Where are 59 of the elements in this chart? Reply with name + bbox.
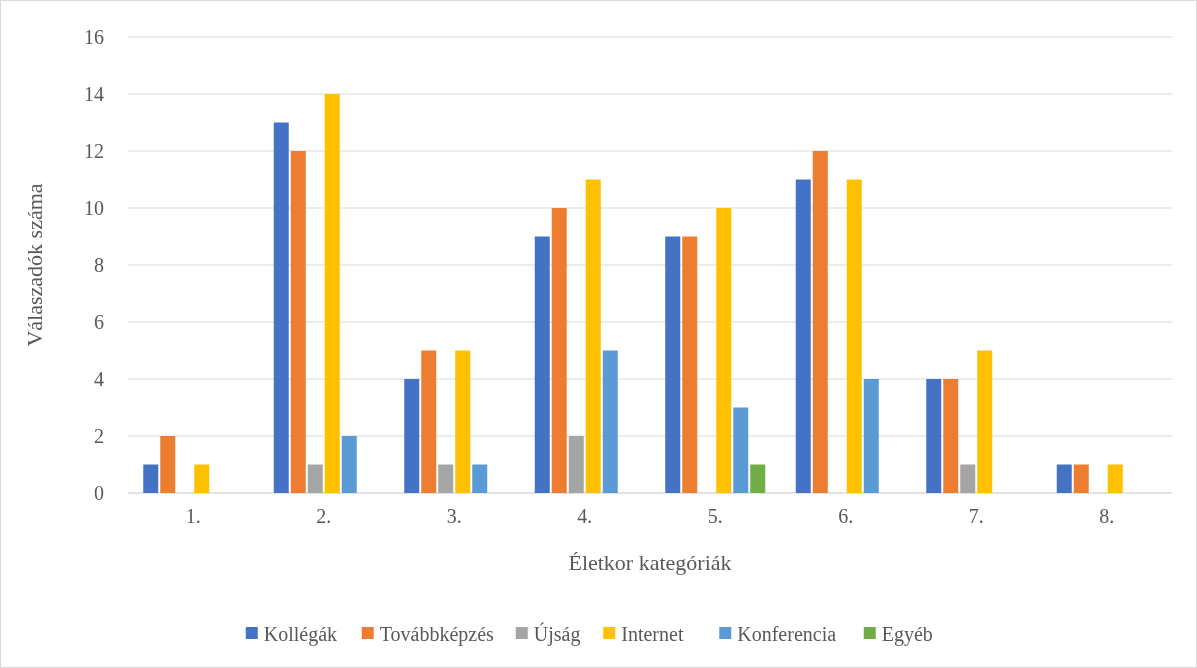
bar bbox=[341, 436, 357, 493]
bar bbox=[943, 379, 959, 493]
y-tick-label: 10 bbox=[84, 197, 104, 219]
y-tick-label: 8 bbox=[94, 254, 104, 276]
bar bbox=[404, 379, 420, 493]
y-tick-label: 6 bbox=[94, 311, 104, 333]
bar bbox=[846, 179, 862, 493]
bar bbox=[716, 208, 732, 493]
bar bbox=[143, 464, 159, 493]
x-tick-label: 7. bbox=[968, 505, 984, 527]
bar bbox=[863, 379, 879, 493]
y-axis-title: Válaszadók száma bbox=[22, 183, 47, 347]
bar bbox=[585, 179, 601, 493]
bar bbox=[421, 350, 437, 493]
bar bbox=[602, 350, 618, 493]
y-tick-label: 0 bbox=[94, 482, 104, 504]
x-axis-title: Életkor kategóriák bbox=[568, 550, 732, 575]
bar bbox=[977, 350, 993, 493]
y-tick-label: 12 bbox=[84, 140, 104, 162]
y-tick-label: 2 bbox=[94, 425, 104, 447]
bar bbox=[194, 464, 210, 493]
y-tick-label: 16 bbox=[84, 26, 104, 48]
bar bbox=[1107, 464, 1123, 493]
x-tick-label: 2. bbox=[316, 505, 332, 527]
x-tick-label: 3. bbox=[446, 505, 462, 527]
bar bbox=[812, 151, 828, 493]
x-tick-label: 4. bbox=[577, 505, 593, 527]
x-tick-label: 6. bbox=[838, 505, 854, 527]
bar bbox=[160, 436, 176, 493]
bar bbox=[551, 208, 567, 493]
legend-label: Kollégák bbox=[263, 623, 338, 646]
bar bbox=[273, 122, 289, 493]
bar bbox=[307, 464, 323, 493]
bar bbox=[682, 236, 698, 493]
bar bbox=[324, 94, 340, 493]
y-tick-label: 4 bbox=[94, 368, 104, 390]
x-tick-label: 8. bbox=[1099, 505, 1115, 527]
bar bbox=[1056, 464, 1072, 493]
bar bbox=[472, 464, 488, 493]
bar bbox=[455, 350, 471, 493]
bar bbox=[733, 407, 749, 493]
bar bbox=[750, 464, 766, 493]
legend-label: Egyéb bbox=[881, 623, 933, 646]
x-tick-label: 1. bbox=[185, 505, 201, 527]
bar bbox=[1073, 464, 1089, 493]
bar bbox=[290, 151, 306, 493]
y-tick-label: 14 bbox=[84, 83, 104, 105]
bar bbox=[926, 379, 942, 493]
bar bbox=[665, 236, 681, 493]
legend-label: Internet bbox=[621, 623, 684, 645]
legend-label: Továbbképzés bbox=[379, 623, 495, 646]
bar bbox=[534, 236, 550, 493]
legend-label: Konferencia bbox=[737, 623, 837, 645]
bar bbox=[960, 464, 976, 493]
bar bbox=[568, 436, 584, 493]
bar bbox=[438, 464, 454, 493]
x-tick-label: 5. bbox=[707, 505, 723, 527]
legend-label: Újság bbox=[533, 622, 581, 646]
bar bbox=[795, 179, 811, 493]
